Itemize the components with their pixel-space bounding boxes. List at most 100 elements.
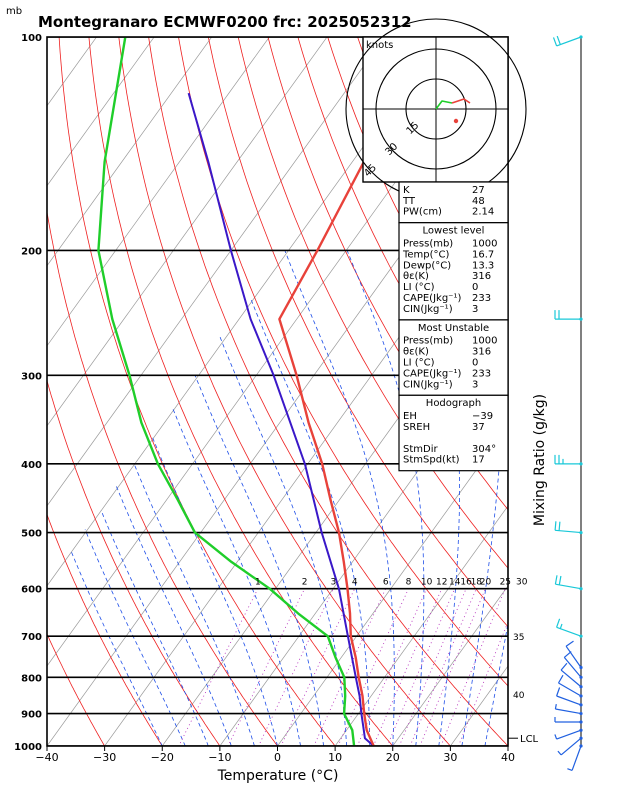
pressure-tick-label: 300 bbox=[21, 371, 42, 382]
theta-e-label: 35 bbox=[513, 633, 524, 643]
x-tick-label: 20 bbox=[386, 751, 400, 764]
dry-adiabat-line bbox=[47, 632, 106, 746]
isotherm-line bbox=[47, 37, 213, 267]
moist-adiabat-line bbox=[484, 621, 508, 746]
wind-barb-staff bbox=[555, 708, 582, 715]
wind-barb-base bbox=[579, 530, 583, 535]
wind-barb-half-flag bbox=[557, 750, 562, 756]
wind-barb-base bbox=[579, 685, 583, 689]
most-unstable-label: LI (°C) bbox=[403, 358, 435, 369]
wind-barb-staff bbox=[560, 669, 582, 688]
chart-title: Montegranaro ECMWF0200 frc: 2025052312 bbox=[38, 13, 412, 31]
lowest-level-value: 1000 bbox=[472, 239, 497, 250]
storm-motion-marker bbox=[453, 118, 459, 124]
most-unstable-label: Press(mb) bbox=[403, 336, 453, 347]
mixing-ratio-label: 20 bbox=[480, 578, 492, 588]
x-tick-label: 0 bbox=[274, 751, 281, 764]
lowest-level-value: 3 bbox=[472, 304, 478, 315]
index-label: PW(cm) bbox=[403, 207, 442, 218]
dry-adiabat-line bbox=[47, 513, 163, 746]
hodograph-index-label: StmSpd(kt) bbox=[403, 455, 460, 466]
x-tick-label: 40 bbox=[501, 751, 515, 764]
dry-adiabat-line bbox=[267, 37, 508, 511]
x-tick-label: 30 bbox=[443, 751, 457, 764]
dry-adiabat-line bbox=[118, 37, 451, 746]
index-value: 48 bbox=[472, 196, 485, 207]
moist-adiabat-line bbox=[115, 485, 232, 746]
mixing-ratio-label: 16 bbox=[460, 578, 472, 588]
dewpoint-profile-line bbox=[97, 37, 356, 746]
x-tick-label: −30 bbox=[93, 751, 116, 764]
wind-barb-staff bbox=[565, 645, 582, 668]
wind-barb-base bbox=[579, 462, 583, 466]
lowest-level-label: CAPE(Jkg⁻¹) bbox=[403, 293, 461, 304]
mixing-ratio-label: 4 bbox=[352, 578, 358, 588]
dry-adiabat-line bbox=[148, 37, 508, 746]
lowest-level-value: 0 bbox=[472, 282, 478, 293]
mixing-ratio-line bbox=[440, 588, 506, 746]
pressure-tick-label: 900 bbox=[21, 710, 42, 721]
wind-barb-base bbox=[579, 694, 583, 698]
mixing-ratio-label: 25 bbox=[500, 578, 511, 588]
mixing-ratio-label: 3 bbox=[331, 578, 337, 588]
lowest-level-box bbox=[398, 222, 509, 321]
mixing-ratio-line bbox=[409, 588, 477, 746]
pressure-tick-label: 800 bbox=[21, 673, 42, 684]
profile-lines bbox=[97, 37, 392, 746]
wind-barb-flag bbox=[557, 674, 564, 684]
wind-barb-staff bbox=[556, 36, 582, 47]
wind-barb-base bbox=[579, 711, 583, 716]
wind-barb-half-flag bbox=[554, 703, 557, 710]
wind-barb-base bbox=[579, 35, 583, 39]
moist-adiabat-line bbox=[70, 550, 163, 746]
wind-barb-flag bbox=[556, 618, 561, 628]
indices-table: K 27 TT 48 PW(cm) 2.14 Lowest level Press(mb) 10… bbox=[398, 181, 509, 472]
lowest-level-label: LI (°C) bbox=[403, 282, 435, 293]
lowest-level-value: 316 bbox=[472, 271, 491, 282]
x-tick-label: 10 bbox=[328, 751, 342, 764]
mixing-ratio-label: 30 bbox=[516, 578, 528, 588]
wind-barb-flag bbox=[552, 37, 558, 47]
pressure-tick-label: 100 bbox=[21, 33, 42, 44]
pressure-tick-label: 1000 bbox=[14, 742, 42, 753]
mixing-ratio-line bbox=[458, 620, 508, 746]
wind-barb-base bbox=[579, 587, 583, 591]
moist-adiabat-line bbox=[250, 299, 371, 746]
wind-barb-staff bbox=[563, 657, 582, 678]
wind-barb-flag bbox=[558, 521, 561, 531]
mixing-ratio-label: 14 bbox=[449, 578, 461, 588]
wind-barb-flag bbox=[565, 640, 574, 647]
wind-barb-flag bbox=[554, 575, 558, 585]
mixing-ratio-label: 18 bbox=[471, 578, 483, 588]
mixing-ratio-label: 10 bbox=[421, 578, 433, 588]
mixing-ratio-label: 6 bbox=[383, 578, 389, 588]
dry-adiabat-line bbox=[47, 209, 278, 746]
wind-barb-base bbox=[579, 744, 583, 748]
hodograph-index-label: SREH bbox=[403, 422, 430, 433]
wind-barb-half-flag bbox=[567, 768, 573, 771]
wind-barbs bbox=[552, 35, 583, 771]
isotherm-line bbox=[47, 37, 328, 427]
hodograph-index-value: 304° bbox=[472, 444, 496, 455]
dry-adiabat-line bbox=[207, 37, 508, 628]
lowest-level-label: θε(K) bbox=[403, 271, 429, 282]
mixing-ratio-line bbox=[372, 588, 443, 746]
lowest-level-value: 16.7 bbox=[472, 249, 494, 260]
hodograph-index-label: StmDir bbox=[403, 444, 438, 455]
lowest-level-value: 233 bbox=[472, 293, 491, 304]
hodograph-index-label: EH bbox=[403, 411, 417, 422]
mixing-ratio-line bbox=[178, 588, 259, 746]
pressure-tick-label: 400 bbox=[21, 460, 42, 471]
lowest-level-title: Lowest level bbox=[423, 226, 485, 237]
most-unstable-box bbox=[398, 319, 509, 396]
isotherm-line bbox=[104, 185, 508, 746]
mixing-ratio-line bbox=[398, 588, 467, 746]
wind-barb-staff bbox=[571, 745, 582, 771]
lowest-level-value: 13.3 bbox=[472, 260, 494, 271]
wind-barb-base bbox=[579, 736, 583, 740]
isotherm-line bbox=[47, 37, 386, 507]
wind-barb-base bbox=[579, 634, 583, 638]
most-unstable-label: θε(K) bbox=[403, 347, 429, 358]
moist-adiabat-line bbox=[194, 375, 324, 746]
